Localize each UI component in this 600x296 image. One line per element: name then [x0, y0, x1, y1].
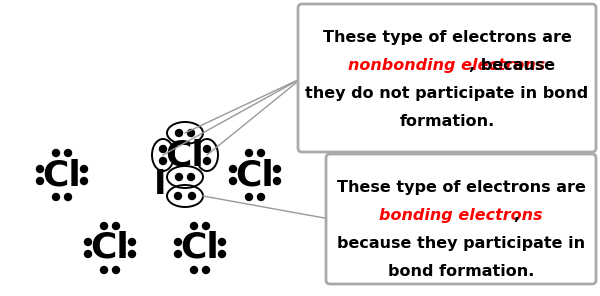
Circle shape — [191, 266, 197, 274]
Circle shape — [229, 165, 236, 173]
Circle shape — [245, 149, 253, 157]
Circle shape — [187, 173, 194, 181]
Circle shape — [203, 157, 211, 165]
Text: formation.: formation. — [400, 114, 494, 129]
FancyBboxPatch shape — [326, 154, 596, 284]
Circle shape — [101, 223, 107, 229]
Circle shape — [203, 146, 211, 152]
Circle shape — [65, 194, 71, 200]
Circle shape — [113, 266, 119, 274]
Text: Cl: Cl — [236, 158, 274, 192]
Circle shape — [257, 149, 265, 157]
Circle shape — [80, 165, 88, 173]
Text: they do not participate in bond: they do not participate in bond — [305, 86, 589, 101]
Circle shape — [37, 165, 44, 173]
Text: Cl: Cl — [166, 138, 205, 172]
Text: Cl: Cl — [181, 231, 220, 265]
Circle shape — [175, 250, 182, 258]
Circle shape — [188, 192, 196, 200]
Circle shape — [160, 157, 167, 165]
Circle shape — [191, 223, 197, 229]
Text: bond formation.: bond formation. — [388, 264, 534, 279]
Circle shape — [175, 192, 182, 200]
Circle shape — [80, 178, 88, 184]
Text: , because: , because — [469, 58, 555, 73]
Circle shape — [176, 173, 182, 181]
Circle shape — [176, 130, 182, 136]
Circle shape — [101, 266, 107, 274]
Circle shape — [128, 250, 136, 258]
Circle shape — [175, 239, 182, 245]
Circle shape — [274, 165, 281, 173]
Circle shape — [229, 178, 236, 184]
Text: ,: , — [513, 208, 519, 223]
Circle shape — [53, 149, 59, 157]
Text: These type of electrons are: These type of electrons are — [323, 30, 571, 45]
Circle shape — [245, 194, 253, 200]
Circle shape — [160, 146, 167, 152]
Circle shape — [53, 194, 59, 200]
Circle shape — [65, 149, 71, 157]
Circle shape — [113, 223, 119, 229]
Circle shape — [37, 178, 44, 184]
Text: I: I — [154, 168, 166, 202]
Circle shape — [257, 194, 265, 200]
Text: These type of electrons are: These type of electrons are — [337, 180, 586, 195]
Text: bonding electrons: bonding electrons — [379, 208, 543, 223]
Circle shape — [203, 266, 209, 274]
Text: nonbonding electrons: nonbonding electrons — [349, 58, 545, 73]
Circle shape — [274, 178, 281, 184]
Text: because they participate in: because they participate in — [337, 236, 585, 251]
Text: Cl: Cl — [43, 158, 82, 192]
Text: Cl: Cl — [91, 231, 130, 265]
Circle shape — [218, 239, 226, 245]
Circle shape — [85, 239, 91, 245]
Circle shape — [218, 250, 226, 258]
Circle shape — [85, 250, 91, 258]
Circle shape — [203, 223, 209, 229]
Circle shape — [187, 130, 194, 136]
FancyBboxPatch shape — [298, 4, 596, 152]
Circle shape — [128, 239, 136, 245]
